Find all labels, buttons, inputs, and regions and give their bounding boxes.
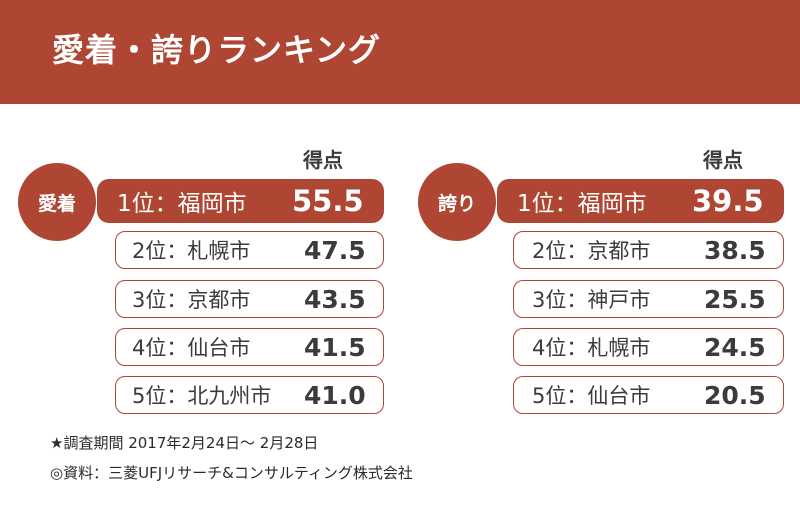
rank-label: 5位：北九州市 <box>132 384 272 408</box>
survey-period-note: ★調査期間 2017年2月24日～ 2月28日 <box>50 434 319 452</box>
pride-rank-5: 5位：仙台市 20.5 <box>513 376 784 414</box>
rank-label: 1位：福岡市 <box>117 191 247 217</box>
pride-rank-2: 2位：京都市 38.5 <box>513 231 784 269</box>
rank-label: 3位：神戸市 <box>532 288 651 312</box>
rank-score: 41.0 <box>304 380 366 410</box>
pride-rank-1: 1位：福岡市 39.5 <box>497 179 784 223</box>
attachment-rank-1: 1位：福岡市 55.5 <box>97 179 384 223</box>
rank-label: 1位：福岡市 <box>517 191 647 217</box>
rank-score: 43.5 <box>304 284 366 314</box>
rank-score: 25.5 <box>704 284 766 314</box>
rank-label: 4位：札幌市 <box>532 336 651 360</box>
pride-rank-3: 3位：神戸市 25.5 <box>513 280 784 318</box>
attachment-rank-2: 2位：札幌市 47.5 <box>115 231 384 269</box>
rank-score: 38.5 <box>704 235 766 265</box>
rank-score: 39.5 <box>692 184 764 218</box>
attachment-badge: 愛着 <box>18 163 96 241</box>
rank-score: 41.5 <box>304 332 366 362</box>
rank-label: 5位：仙台市 <box>532 384 651 408</box>
pride-rank-4: 4位：札幌市 24.5 <box>513 328 784 366</box>
rank-label: 3位：京都市 <box>132 288 251 312</box>
source-note: ◎資料：三菱UFJリサーチ&コンサルティング株式会社 <box>50 464 413 482</box>
score-header-attachment: 得点 <box>303 148 343 172</box>
rank-label: 2位：札幌市 <box>132 239 251 263</box>
pride-badge: 誇り <box>418 163 496 241</box>
page-title: 愛着・誇りランキング <box>52 31 382 69</box>
rank-score: 47.5 <box>304 235 366 265</box>
attachment-rank-3: 3位：京都市 43.5 <box>115 280 384 318</box>
attachment-rank-4: 4位：仙台市 41.5 <box>115 328 384 366</box>
attachment-rank-5: 5位：北九州市 41.0 <box>115 376 384 414</box>
rank-label: 2位：京都市 <box>532 239 651 263</box>
title-banner: 愛着・誇りランキング <box>0 0 800 104</box>
rank-score: 20.5 <box>704 380 766 410</box>
rank-label: 4位：仙台市 <box>132 336 251 360</box>
rank-score: 55.5 <box>292 184 364 218</box>
rank-score: 24.5 <box>704 332 766 362</box>
score-header-pride: 得点 <box>703 148 743 172</box>
